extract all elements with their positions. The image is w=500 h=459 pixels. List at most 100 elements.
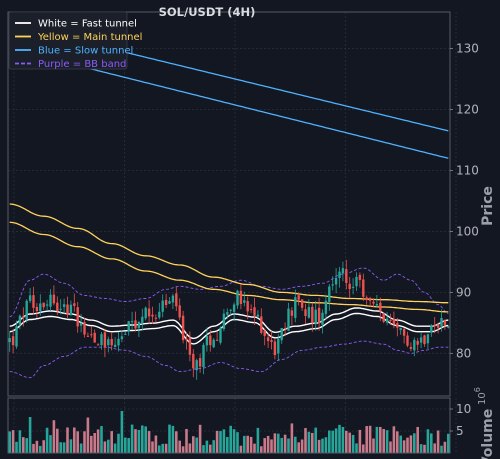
candle-body — [66, 304, 69, 315]
candle-body — [76, 307, 79, 327]
candle-body — [226, 312, 229, 315]
candle-body — [62, 304, 66, 308]
candle-body — [382, 313, 385, 322]
candle-body — [56, 302, 59, 311]
volume-bar — [307, 431, 311, 453]
volume-bar — [297, 442, 300, 453]
candle-body — [178, 305, 181, 318]
volume-bar — [96, 429, 100, 453]
volume-bar — [127, 438, 130, 453]
volume-bar — [154, 435, 158, 453]
candle-body — [263, 330, 266, 336]
volume-bar — [188, 443, 192, 453]
volume-bar — [365, 426, 368, 453]
volume-axis-base: 10 — [477, 392, 488, 405]
volume-axis-label: Volume — [480, 409, 496, 459]
volume-bar — [362, 444, 365, 453]
y-tick-label: 100 — [456, 224, 479, 238]
volume-bar — [436, 430, 440, 453]
candle-body — [426, 334, 430, 344]
volume-bar — [277, 433, 280, 453]
volume-bar — [232, 429, 236, 453]
volume-bar — [260, 446, 263, 453]
candle-body — [331, 284, 334, 286]
volume-bar — [79, 443, 83, 453]
volume-bar — [18, 430, 22, 453]
volume-bar — [426, 429, 430, 453]
volume-bar — [103, 441, 107, 453]
volume-bar — [399, 435, 402, 453]
volume-bar — [317, 439, 321, 453]
volume-bar — [141, 425, 144, 453]
candle-body — [202, 344, 205, 368]
volume-bar — [433, 443, 436, 453]
candle-body — [396, 323, 399, 328]
volume-bar — [416, 426, 419, 453]
fast-tunnel-upper-line — [9, 307, 449, 340]
volume-bar — [280, 437, 283, 453]
candle-body — [365, 297, 368, 300]
volume-bar — [273, 433, 277, 453]
chart-legend: White = Fast tunnel Yellow = Main tunnel B… — [8, 11, 142, 70]
volume-bar — [382, 428, 385, 453]
volume-bar — [294, 436, 297, 453]
candle-body — [120, 336, 124, 340]
candle-body — [25, 300, 28, 320]
volume-bar — [90, 435, 93, 453]
volume-bars — [8, 410, 450, 453]
candle-body — [59, 308, 62, 310]
candle-body — [168, 301, 171, 304]
candle-body — [297, 295, 300, 300]
candle-body — [22, 316, 25, 319]
fast-tunnel-lower-line — [9, 312, 449, 345]
candle-body — [164, 299, 168, 306]
candle-body — [273, 341, 277, 356]
candle-body — [83, 322, 86, 335]
candle-body — [110, 339, 113, 346]
candle-body — [300, 299, 304, 308]
candle-body — [175, 293, 178, 307]
candle-body — [8, 338, 11, 343]
volume-bar — [351, 434, 355, 453]
candle-body — [171, 295, 175, 303]
volume-bar — [69, 439, 73, 453]
volume-bar — [338, 424, 341, 453]
candle-body — [188, 337, 192, 355]
candle-body — [107, 339, 110, 346]
volume-bar — [355, 443, 358, 453]
candle-body — [368, 297, 372, 301]
candle-body — [151, 314, 154, 317]
candle-body — [239, 290, 243, 304]
main-tunnel-upper-line — [9, 203, 449, 304]
candle-body — [205, 335, 209, 346]
candle-body — [69, 304, 73, 316]
volume-bar — [222, 429, 226, 453]
candle-body — [351, 286, 355, 288]
volume-bar — [164, 443, 168, 453]
volume-bar — [215, 430, 219, 453]
volume-bar — [375, 426, 379, 453]
volume-bar — [76, 431, 79, 453]
volume-bar — [419, 444, 423, 453]
volume-bar — [113, 443, 117, 453]
candle-body — [433, 325, 436, 327]
candle-body — [161, 300, 164, 312]
candle-body — [375, 304, 379, 306]
candle-body — [219, 327, 222, 343]
candle-body — [49, 294, 52, 307]
candle-body — [348, 283, 351, 290]
volume-bar — [198, 424, 202, 453]
volume-bar — [440, 445, 443, 453]
legend-label: White = Fast tunnel — [38, 19, 137, 30]
candle-body — [90, 334, 93, 336]
y-tick-label: 130 — [456, 42, 479, 56]
volume-bar — [11, 430, 15, 453]
candle-body — [283, 328, 287, 330]
volume-bar — [209, 444, 212, 453]
y-tick-label: 110 — [456, 163, 479, 177]
candle-body — [294, 297, 297, 318]
volume-axis-power: 6 — [473, 387, 482, 392]
candle-body — [32, 295, 35, 308]
volume-bar — [409, 435, 413, 453]
